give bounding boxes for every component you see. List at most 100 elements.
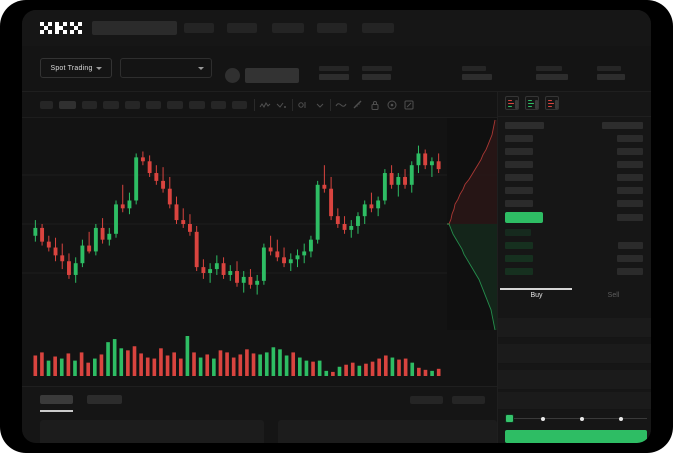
trade-tab-active-underline (500, 288, 572, 290)
app-header (22, 10, 651, 46)
bottom-tab-active-underline (40, 410, 73, 412)
orderbook-bid-row[interactable] (505, 242, 533, 249)
ruler-icon[interactable] (352, 99, 364, 111)
bottom-tab-order-history[interactable] (87, 395, 122, 404)
slider-mark-50[interactable] (580, 416, 584, 421)
chevron-down-icon[interactable] (314, 99, 326, 111)
stat-value (536, 74, 568, 80)
volume-chart (22, 330, 497, 386)
total-field[interactable] (498, 392, 651, 410)
bottom-tab-open-orders[interactable] (40, 395, 73, 404)
stat-label (319, 66, 349, 71)
line-tool-icon[interactable] (259, 99, 271, 111)
stat-value (597, 74, 625, 80)
timeframe-button-10[interactable] (232, 101, 247, 109)
price-candlestick-chart[interactable] (22, 118, 497, 330)
orderbook-ask-amount (617, 148, 643, 155)
both-depth-icon[interactable] (505, 96, 519, 110)
orderbook-ask-row[interactable] (505, 174, 533, 181)
pair-avatar (225, 68, 240, 83)
slider-mark-75[interactable] (619, 416, 623, 421)
bottom-panel (22, 386, 497, 443)
trading-pair-select[interactable] (120, 58, 212, 78)
bottom-action-1[interactable] (410, 396, 443, 404)
pair-name (245, 68, 299, 83)
orderbook-bid-row[interactable] (505, 268, 533, 275)
stat-low (536, 66, 568, 80)
nav-item-5[interactable] (362, 23, 394, 33)
orderbook-divider (498, 116, 651, 117)
bids-only-icon[interactable] (525, 96, 539, 110)
tab-sell[interactable]: Sell (607, 292, 620, 299)
bottom-action-2[interactable] (452, 396, 485, 404)
search-input[interactable] (92, 21, 177, 35)
chevron-down-icon (198, 67, 204, 70)
wave-icon[interactable] (335, 99, 347, 111)
measure-icon[interactable] (297, 99, 309, 111)
timeframe-button-8[interactable] (189, 101, 205, 109)
depth-series (447, 118, 497, 338)
amount-field[interactable] (498, 370, 651, 390)
timeframe-button-3[interactable] (82, 101, 97, 109)
orderbook-ask-row[interactable] (505, 187, 533, 194)
market-type-label: Spot Trading (50, 64, 93, 72)
orderbook-bid-row[interactable] (505, 229, 531, 236)
bottom-card-right (278, 420, 497, 443)
percent-slider[interactable] (505, 414, 647, 423)
orderbook-panel: Buy Sell (497, 92, 651, 443)
orderbook-bid-amount (618, 242, 643, 249)
orderbook-ask-row[interactable] (505, 200, 533, 207)
okx-logo[interactable] (40, 22, 82, 34)
order-type-field[interactable] (498, 318, 651, 338)
orderbook-header-price (505, 122, 544, 129)
timeframe-button-5[interactable] (125, 101, 140, 109)
toolbar-divider (292, 99, 293, 111)
price-field[interactable] (498, 344, 651, 364)
stat-change (362, 66, 392, 80)
timeframe-button-4[interactable] (103, 101, 119, 109)
nav-item-4[interactable] (317, 23, 347, 33)
slider-handle[interactable] (505, 414, 514, 423)
slider-mark-25[interactable] (541, 416, 545, 421)
toolbar-divider (330, 99, 331, 111)
trend-tool-icon[interactable] (276, 99, 288, 111)
nav-item-1[interactable] (184, 23, 214, 33)
timeframe-button-6[interactable] (146, 101, 161, 109)
orderbook-ask-row[interactable] (505, 148, 533, 155)
bottom-card-left (40, 420, 264, 443)
slider-track (510, 418, 647, 419)
stat-label (597, 66, 621, 71)
stat-volume (597, 66, 625, 80)
orderbook-bid-row[interactable] (505, 255, 533, 262)
orderbook-ask-amount (617, 135, 643, 142)
nav-item-2[interactable] (227, 23, 257, 33)
timeframe-button-1[interactable] (40, 101, 53, 109)
submit-order-button[interactable] (505, 430, 647, 443)
stat-last-price (319, 66, 349, 80)
market-depth-chart (447, 118, 497, 338)
tab-buy[interactable]: Buy (530, 292, 543, 299)
lock-icon[interactable] (369, 99, 381, 111)
candlestick-series (22, 145, 497, 295)
timeframe-button-9[interactable] (211, 101, 226, 109)
stat-high (462, 66, 492, 80)
stat-value (319, 74, 349, 80)
trade-tabs: Buy Sell (498, 288, 651, 310)
stat-value (362, 74, 391, 80)
magnet-icon[interactable] (386, 99, 398, 111)
orderbook-ask-row[interactable] (505, 135, 533, 142)
market-type-select[interactable]: Spot Trading (40, 58, 112, 78)
nav-item-3[interactable] (272, 23, 304, 33)
timeframe-button-7[interactable] (167, 101, 183, 109)
device-screen: Spot Trading (22, 10, 651, 443)
orderbook-bid-amount (617, 255, 643, 262)
timeframe-button-2[interactable] (59, 101, 76, 109)
fullscreen-icon[interactable] (403, 99, 415, 111)
orderbook-ask-amount (617, 161, 643, 168)
orderbook-view-toggles (505, 96, 559, 110)
orderbook-ask-row[interactable] (505, 161, 533, 168)
orderbook-ask-amount (617, 200, 643, 207)
orderbook-ask-amount (617, 174, 643, 181)
asks-only-icon[interactable] (545, 96, 559, 110)
